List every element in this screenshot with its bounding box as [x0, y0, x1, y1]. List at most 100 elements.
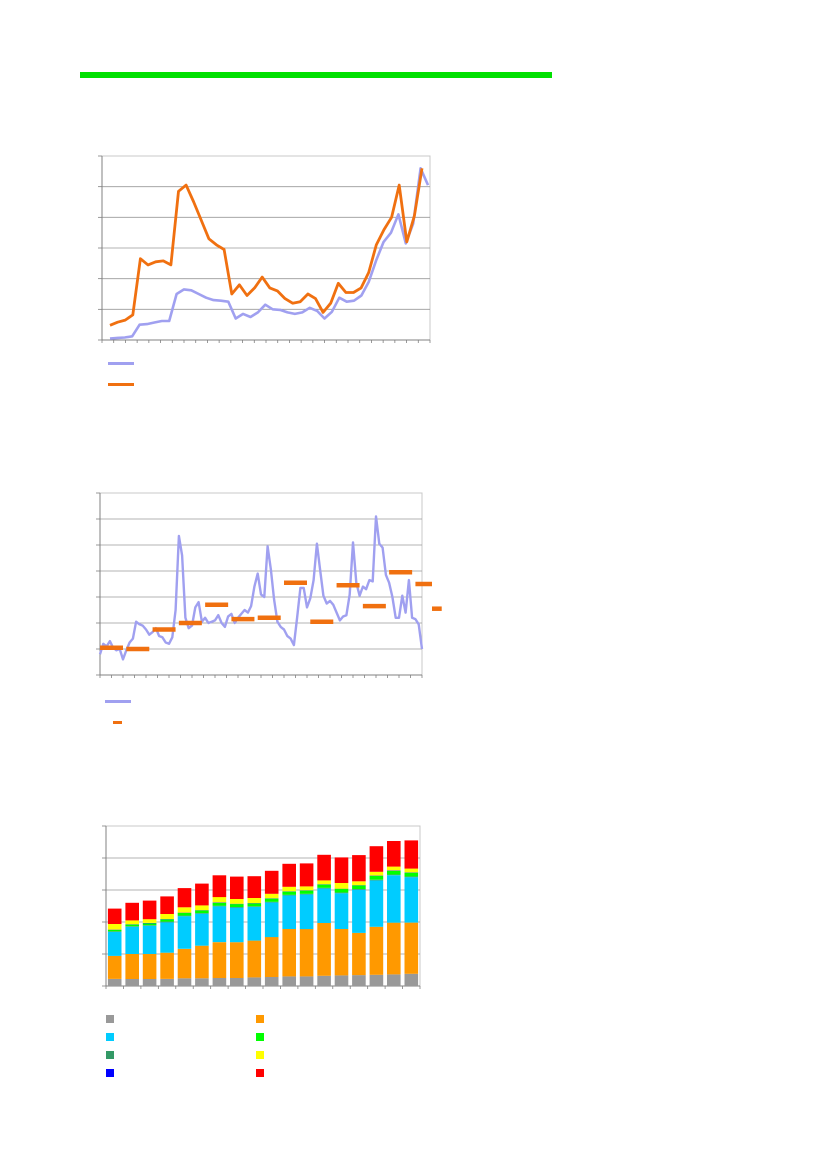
chart-3-bar-17-series-3	[387, 875, 401, 923]
chart-3-bar-8-series-2	[230, 942, 244, 978]
chart-3-bar-18-series-8	[404, 840, 419, 869]
chart-2-legend-swatch-2	[113, 721, 122, 724]
chart-3-bar-1-series-2	[107, 955, 122, 979]
chart-3-bar-4-series-8	[160, 896, 174, 914]
chart-3-bar-17-series-1	[387, 974, 401, 986]
chart-3-bar-16-series-4	[369, 879, 384, 881]
chart-3-bar-18-series-2	[404, 922, 419, 974]
chart-3-bar-11-series-7	[282, 886, 296, 892]
chart-3-bar-3-series-7	[142, 919, 157, 923]
chart-3-legend-swatch-3	[106, 1033, 114, 1041]
chart-3-bar-5-series-3	[177, 916, 192, 949]
chart-3-bar-12-series-5	[299, 890, 314, 894]
chart-3-bar-7-series-8	[212, 875, 227, 898]
chart-3-bar-13-series-7	[317, 880, 331, 885]
chart-3-legend-item-2	[256, 1015, 270, 1023]
chart-3-legend-swatch-6	[106, 1069, 114, 1077]
chart-3-bar-18-series-1	[404, 973, 419, 986]
chart-3-bar-14-series-3	[334, 893, 349, 929]
chart-3-legend-swatch-2	[256, 1015, 264, 1023]
chart-3-bar-8-series-8	[230, 876, 244, 899]
chart-3-legend-swatch-7	[256, 1051, 264, 1059]
chart-1-legend-swatch-2	[108, 383, 134, 386]
chart-3-bar-4-series-3	[160, 922, 174, 953]
chart-3-bar-12-series-1	[299, 976, 314, 986]
chart-3-bar-12-series-8	[299, 863, 314, 887]
chart-3-bar-7-series-1	[212, 978, 227, 986]
chart-3-bar-6-series-1	[195, 978, 209, 986]
chart-2-legend-swatch-1	[105, 700, 131, 703]
chart-3-bar-16-series-1	[369, 974, 384, 986]
chart-3-bar-11-series-2	[282, 929, 296, 977]
chart-3-legend-swatch-5	[256, 1033, 264, 1041]
chart-3-bar-6-series-7	[195, 905, 209, 911]
chart-3-bar-13-series-5	[317, 884, 331, 888]
chart-3-bar-14-series-5	[334, 889, 349, 893]
chart-3-bar-10-series-5	[264, 898, 279, 902]
chart-3-bar-4-series-1	[160, 979, 174, 986]
chart-3-bar-7-series-2	[212, 942, 227, 978]
chart-3-bar-10-series-1	[264, 977, 279, 986]
chart-3-bar-12-series-7	[299, 886, 314, 891]
chart-2-plot	[96, 492, 442, 678]
chart-3-bar-10-series-7	[264, 893, 279, 899]
chart-3-bar-9-series-1	[247, 977, 262, 986]
chart-3-bar-9-series-8	[247, 876, 262, 898]
chart-3-bar-18-series-4	[404, 876, 419, 878]
chart-3-bar-13-series-4	[317, 887, 331, 889]
chart-3-bar-6-series-5	[195, 910, 209, 914]
chart-3-bar-17-series-5	[387, 870, 401, 875]
chart-3-bar-9-series-3	[247, 907, 262, 941]
chart-3-bar-15-series-8	[352, 855, 366, 882]
chart-3-legend-item-3	[106, 1033, 120, 1041]
chart-3-bar-17-series-7	[387, 866, 401, 871]
chart-3-axes	[102, 825, 421, 989]
chart-3-bar-14-series-1	[334, 975, 349, 986]
chart-3-legend-item-7	[256, 1051, 270, 1059]
chart-3-bar-8-series-7	[230, 899, 244, 904]
chart-1-legend-swatch-1	[108, 362, 134, 365]
chart-3-bar-9-series-5	[247, 903, 262, 907]
chart-3-bar-10-series-3	[264, 902, 279, 938]
chart-3-bar-11-series-4	[282, 894, 296, 896]
chart-3-bar-11-series-8	[282, 863, 296, 887]
chart-3-bar-12-series-4	[299, 893, 314, 895]
chart-3-bar-4-series-4	[160, 921, 174, 923]
chart-3-bar-10-series-8	[264, 870, 279, 894]
chart-3-bar-2-series-1	[125, 979, 139, 986]
chart-3-bar-14-series-7	[334, 883, 349, 889]
chart-2-series-1-line	[98, 515, 424, 661]
chart-3-bar-6-series-2	[195, 945, 209, 979]
chart-3-bar-7-series-4	[212, 905, 227, 907]
chart-3-bar-18-series-7	[404, 868, 419, 873]
chart-3-legend-swatch-1	[106, 1015, 114, 1023]
chart-3-bar-15-series-7	[352, 881, 366, 886]
chart-3-plot	[102, 825, 421, 989]
chart-3-bar-17-series-8	[387, 841, 401, 867]
chart-3-bar-14-series-4	[334, 892, 349, 894]
chart-3-bar-18-series-3	[404, 877, 419, 923]
chart-2-legend-item-2	[113, 721, 128, 724]
chart-3-bar-3-series-4	[142, 925, 157, 926]
chart-3-bar-1-series-7	[107, 923, 122, 930]
chart-3	[80, 818, 440, 998]
chart-3-bar-18-series-5	[404, 872, 419, 877]
chart-1-axes	[98, 155, 431, 343]
chart-3-bar-9-series-4	[247, 906, 262, 907]
chart-3-bar-11-series-3	[282, 895, 296, 929]
chart-3-bar-8-series-1	[230, 978, 244, 986]
chart-3-bar-12-series-3	[299, 894, 314, 930]
chart-3-bar-7-series-5	[212, 902, 227, 906]
chart-3-bar-4-series-5	[160, 919, 174, 922]
chart-3-bar-3-series-3	[142, 925, 157, 954]
chart-3-bar-15-series-2	[352, 932, 366, 976]
chart-3-bar-15-series-3	[352, 889, 366, 933]
chart-3-bar-17-series-4	[387, 874, 401, 876]
chart-3-legend-item-6	[106, 1069, 120, 1077]
chart-3-bar-8-series-3	[230, 907, 244, 943]
chart-3-bar-7-series-3	[212, 906, 227, 943]
chart-3-bar-3-series-1	[142, 979, 157, 986]
chart-3-bar-8-series-4	[230, 907, 244, 908]
chart-2-legend	[105, 700, 405, 740]
chart-3-legend-item-4	[106, 1051, 120, 1059]
